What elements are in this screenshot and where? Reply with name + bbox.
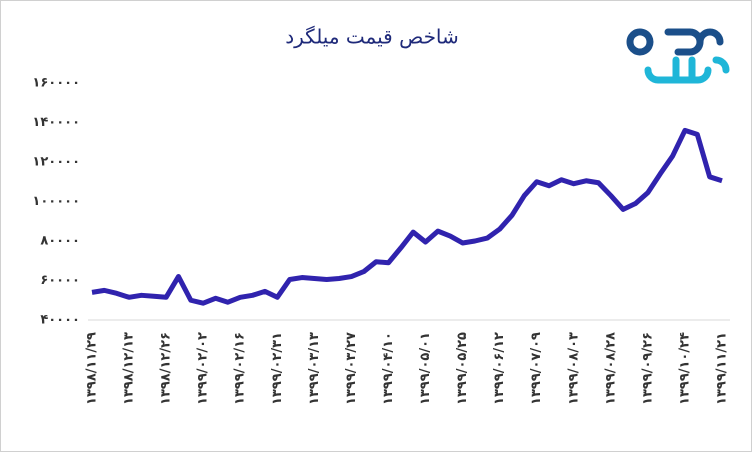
x-tick-label: ۱۳۹۹/۰۲/۰۲ xyxy=(196,332,211,405)
y-tick-label: ۸۰۰۰۰ xyxy=(40,234,80,249)
x-tick-label: ۱۳۹۹/۱۰/۲۴ xyxy=(677,332,692,405)
x-tick-label: ۱۳۹۸/۱۲/۲۶ xyxy=(159,332,174,405)
y-tick-label: ۱۲۰۰۰۰ xyxy=(32,155,80,170)
x-tick-label: ۱۳۹۹/۰۵/۲۵ xyxy=(455,332,470,405)
x-tick-label: ۱۳۹۹/۰۲/۳۱ xyxy=(270,332,285,405)
data-line xyxy=(91,127,723,306)
x-tick-label: ۱۳۹۹/۰۸/۰۳ xyxy=(566,332,581,405)
y-tick-label: ۴۰۰۰۰ xyxy=(40,313,80,328)
x-tick-label: ۱۳۹۹/۱۱/۲۱ xyxy=(715,332,730,405)
x-tick-label: ۱۳۹۸/۱۱/۲۹ xyxy=(85,332,100,405)
y-tick-label: ۶۰۰۰۰ xyxy=(40,273,80,288)
y-tick-label: ۱۶۰۰۰۰ xyxy=(32,76,80,91)
x-tick-label: ۱۳۹۹/۰۳/۱۳ xyxy=(307,332,322,405)
chart-title: شاخص قیمت میلگرد xyxy=(285,25,459,49)
y-tick-label: ۱۰۰۰۰۰ xyxy=(32,194,80,209)
logo xyxy=(626,28,730,84)
x-tick-label: ۱۳۹۹/۰۸/۲۸ xyxy=(603,332,618,405)
x-tick-label: ۱۳۹۸/۱۲/۱۳ xyxy=(122,332,137,405)
x-tick-label: ۱۳۹۹/۰۹/۲۶ xyxy=(640,332,655,405)
x-tick-label: ۱۳۹۹/۰۷/۰۹ xyxy=(529,332,544,405)
x-tick-label: ۱۳۹۹/۰۳/۲۷ xyxy=(344,332,359,405)
x-tick-label: ۱۳۹۹/۰۵/۰۱ xyxy=(418,332,433,405)
x-tick-label: ۱۳۹۹/۰۴/۱۰ xyxy=(381,332,396,405)
x-tick-label: ۱۳۹۹/۰۲/۱۶ xyxy=(233,332,248,405)
y-tick-label: ۱۴۰۰۰۰ xyxy=(32,115,80,130)
x-tick-label: ۱۳۹۹/۰۶/۱۲ xyxy=(492,332,507,405)
